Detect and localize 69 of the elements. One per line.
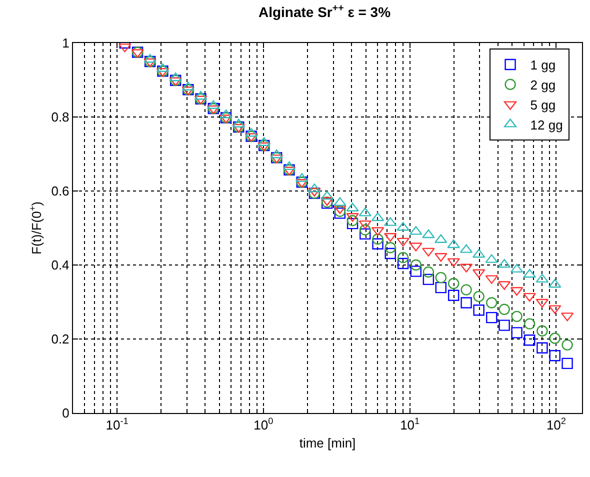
- point: [397, 252, 409, 264]
- point: [523, 292, 536, 302]
- point: [410, 266, 422, 277]
- point: [435, 282, 446, 294]
- point: [536, 325, 548, 336]
- point: [460, 297, 472, 308]
- point: [282, 161, 296, 170]
- y-tick-label: 0.6: [51, 184, 70, 199]
- point: [372, 238, 384, 250]
- point: [397, 258, 409, 270]
- point: [498, 304, 510, 315]
- y-tick-label: 1: [62, 36, 70, 51]
- point: [435, 272, 446, 284]
- point: [207, 105, 220, 114]
- point: [371, 212, 384, 222]
- point: [486, 297, 498, 308]
- point: [258, 142, 270, 152]
- point: [536, 298, 549, 308]
- x-tick-label: 10$^{2}$: [546, 416, 566, 433]
- point: [486, 312, 498, 324]
- point: [346, 215, 358, 226]
- point: [473, 304, 484, 316]
- y-tick-label: 0.2: [51, 332, 70, 347]
- point: [422, 248, 435, 257]
- point: [524, 334, 536, 346]
- point: [448, 278, 460, 290]
- point: [511, 310, 522, 322]
- point: [473, 290, 484, 302]
- point: [360, 228, 371, 240]
- point: [384, 242, 396, 254]
- y-tick-label: 0.4: [51, 258, 70, 273]
- point: [536, 342, 548, 354]
- point: [410, 259, 422, 271]
- legend-label: 12 gg: [530, 117, 563, 132]
- point: [498, 320, 510, 331]
- point: [144, 58, 156, 68]
- point: [358, 220, 372, 230]
- legend-label: 1 gg: [530, 58, 556, 73]
- point: [384, 248, 396, 260]
- point: [510, 264, 524, 273]
- point: [320, 190, 334, 200]
- point: [448, 290, 460, 301]
- legend-label: 2 gg: [530, 77, 556, 92]
- chart-title: Alginate Sr$^{++}$ ε = 3%: [258, 3, 392, 20]
- y-tick-label: 0.8: [51, 110, 70, 125]
- point: [346, 218, 358, 230]
- point: [562, 339, 573, 351]
- point: [360, 224, 371, 236]
- point: [282, 166, 296, 176]
- point: [447, 239, 460, 248]
- x-axis-title: time [min]: [299, 435, 356, 450]
- point: [422, 274, 434, 286]
- x-tick-label: 10$^{1}$: [400, 416, 420, 433]
- x-tick-label: 10$^{-1}$: [106, 416, 128, 433]
- legend-label: 5 gg: [530, 97, 556, 112]
- point: [536, 274, 549, 283]
- point: [511, 327, 522, 338]
- y-tick-label: 0: [62, 406, 70, 421]
- x-tick-label: 10$^{0}$: [254, 416, 274, 433]
- point: [549, 350, 560, 362]
- point: [232, 124, 246, 133]
- point: [422, 229, 435, 238]
- point: [549, 332, 560, 344]
- point: [396, 238, 410, 247]
- point: [460, 284, 472, 296]
- point: [524, 318, 536, 330]
- point: [372, 234, 384, 245]
- point: [562, 358, 573, 370]
- point: [422, 266, 434, 278]
